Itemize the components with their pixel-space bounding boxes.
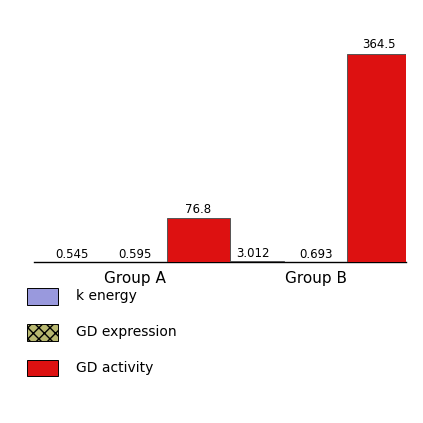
Text: k energy: k energy xyxy=(76,289,137,303)
Text: 0.595: 0.595 xyxy=(119,248,152,261)
FancyBboxPatch shape xyxy=(27,360,58,376)
FancyBboxPatch shape xyxy=(27,288,58,305)
Text: 0.545: 0.545 xyxy=(55,248,89,261)
FancyBboxPatch shape xyxy=(27,324,58,341)
Bar xyxy=(221,261,284,262)
Text: 3.012: 3.012 xyxy=(236,247,269,260)
Text: GD expression: GD expression xyxy=(76,325,177,339)
Text: 76.8: 76.8 xyxy=(185,203,212,216)
Bar xyxy=(347,54,411,262)
Text: 364.5: 364.5 xyxy=(362,38,396,52)
Bar xyxy=(167,218,230,262)
Text: 0.693: 0.693 xyxy=(299,248,332,261)
Text: GD activity: GD activity xyxy=(76,361,154,375)
